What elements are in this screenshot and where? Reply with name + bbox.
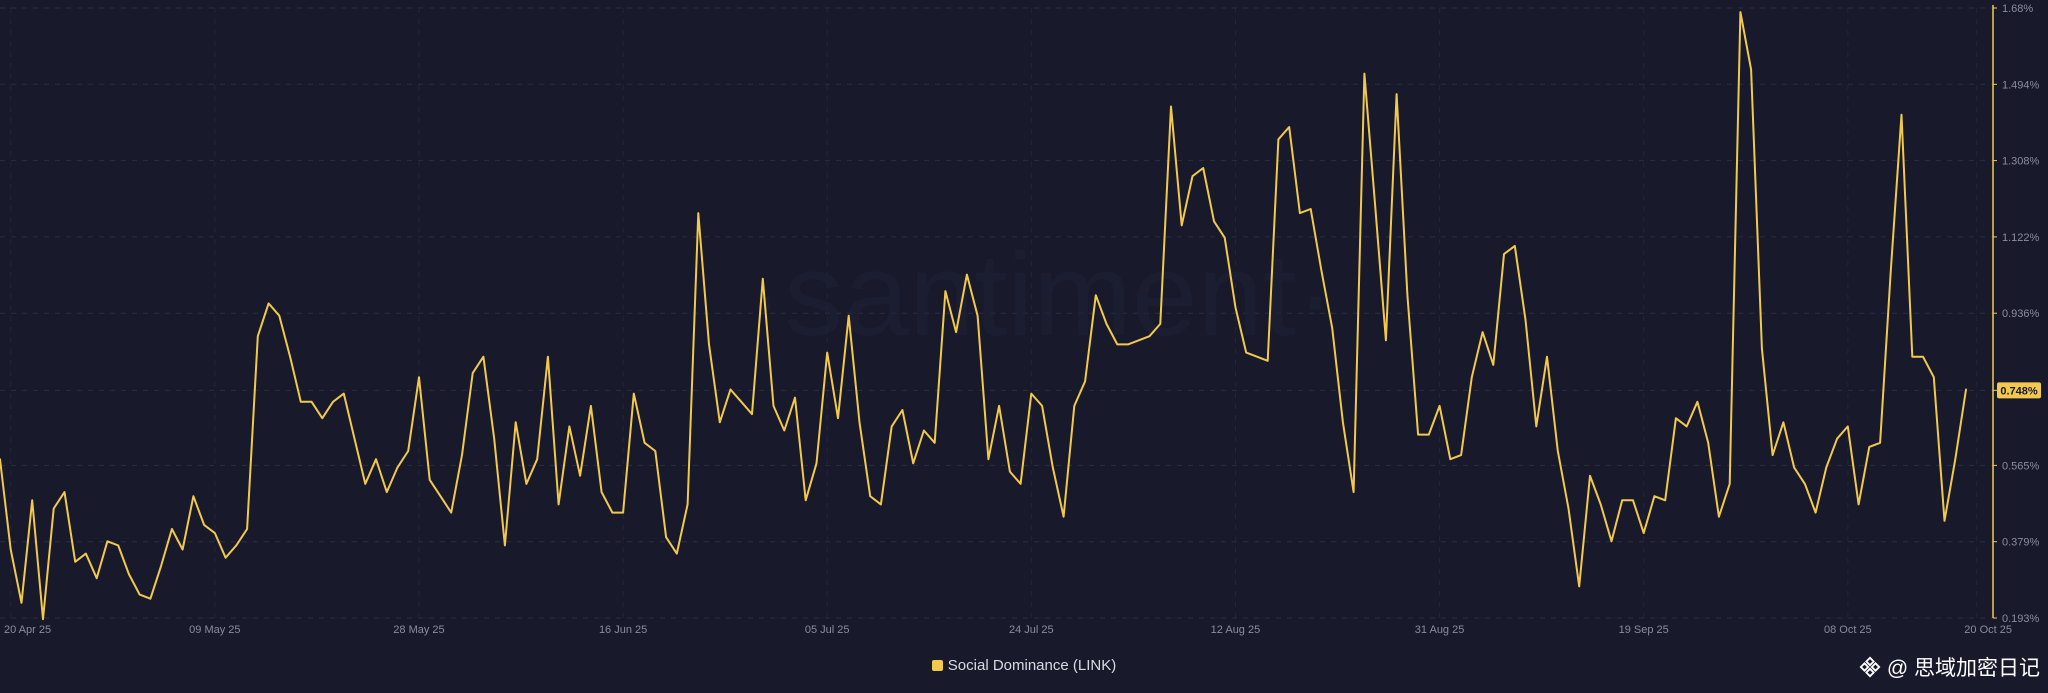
legend-label: Social Dominance (LINK) (947, 657, 1117, 674)
series-social-dominance (0, 11, 1967, 621)
y-tick-label-0: 0.193% (2002, 613, 2040, 625)
credit-text: @ 思域加密日记 (1886, 657, 2040, 680)
credit: @ 思域加密日记 (1859, 652, 2040, 682)
x-axis-ticks: 20 Apr 25 09 May 25 28 May 25 16 Jun 25 05 J… (4, 624, 2012, 636)
x-tick-label-6: 12 Aug 25 (1211, 624, 1261, 636)
x-tick-label-8: 19 Sep 25 (1619, 624, 1669, 636)
binance-diamond-icon (1859, 656, 1881, 678)
legend-swatch (931, 660, 943, 671)
y-axis-ticks: 0.193% 0.379% 0.565% 0.748% 0.936% 1.122% 1.30… (1993, 3, 2040, 625)
x-tick-label-7: 31 Aug 25 (1415, 624, 1465, 636)
x-tick-label-5: 24 Jul 25 (1009, 624, 1054, 636)
santiment-watermark: ·santiment· (745, 229, 1335, 361)
current-value-label: 0.748% (2000, 385, 2038, 397)
x-tick-label-0: 20 Apr 25 (4, 624, 51, 636)
current-value-badge-group: 0.748% (1997, 382, 2041, 399)
y-tick-label-8: 1.68% (2002, 3, 2033, 15)
grid-lines (0, 7, 1993, 619)
current-value-badge (1997, 382, 2041, 399)
y-tick-label-5: 1.122% (2002, 232, 2040, 244)
y-tick-label-4: 0.936% (2002, 308, 2040, 320)
x-tick-label-2: 28 May 25 (393, 624, 444, 636)
x-tick-label-10: 20 Oct 25 (1964, 624, 2012, 636)
series-line-social-dominance (0, 11, 1967, 621)
x-tick-label-3: 16 Jun 25 (599, 624, 647, 636)
x-tick-label-1: 09 May 25 (189, 624, 240, 636)
y-tick-label-7: 1.494% (2002, 79, 2040, 91)
x-tick-label-4: 05 Jul 25 (805, 624, 850, 636)
y-tick-label-6: 1.308% (2002, 156, 2040, 168)
y-tick-label-1: 0.379% (2002, 537, 2040, 549)
x-tick-label-9: 08 Oct 25 (1824, 624, 1872, 636)
legend[interactable]: Social Dominance (LINK) (0, 657, 2048, 674)
y-tick-label-2: 0.565% (2002, 460, 2040, 472)
